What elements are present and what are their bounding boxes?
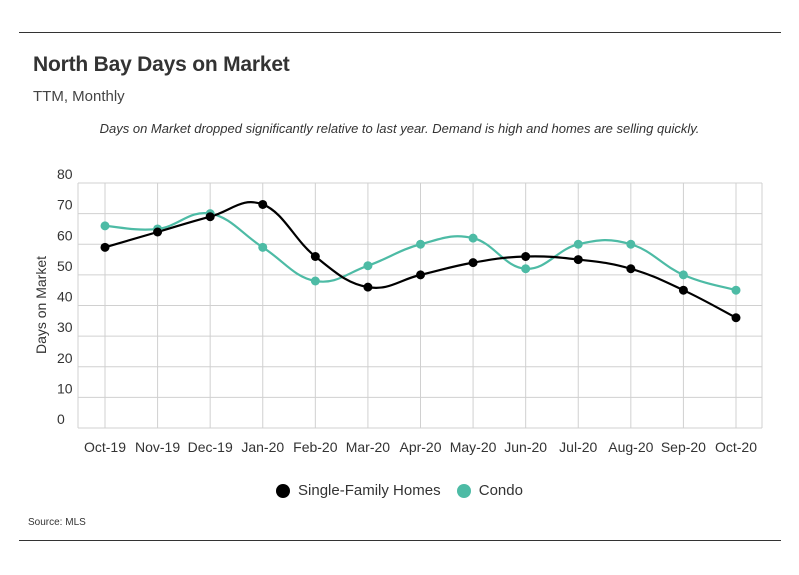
- legend-swatch-single-family: [276, 483, 291, 498]
- y-axis-ticks: 0 10 20 30 40 50 60 70 80: [57, 166, 73, 427]
- top-rule: [19, 32, 781, 33]
- legend-label-single-family: Single-Family Homes: [298, 482, 441, 499]
- x-tick-label: Jan-20: [241, 439, 284, 455]
- series-group: [100, 199, 741, 323]
- series-1-point: [310, 276, 320, 286]
- series-0-point: [258, 199, 268, 209]
- series-1-point: [573, 239, 583, 249]
- y-tick-label: 40: [57, 289, 73, 305]
- series-0-point: [573, 255, 583, 265]
- y-tick-label: 20: [57, 350, 73, 366]
- legend-label-condo: Condo: [478, 482, 523, 499]
- series-0-point: [731, 313, 741, 323]
- y-tick-label: 60: [57, 227, 73, 243]
- series-0-point: [626, 264, 636, 274]
- chart-subtitle: TTM, Monthly: [33, 88, 125, 105]
- legend: Single-Family Homes Condo: [0, 482, 799, 502]
- series-1-point: [363, 261, 373, 271]
- x-tick-label: Apr-20: [399, 439, 441, 455]
- legend-item-single-family: Single-Family Homes: [276, 482, 441, 499]
- series-1-point: [258, 242, 268, 252]
- series-1-point: [626, 239, 636, 249]
- y-axis-label: Days on Market: [33, 256, 49, 354]
- series-1-point: [678, 270, 688, 280]
- x-tick-label: Oct-20: [715, 439, 757, 455]
- series-0-point: [678, 285, 688, 295]
- series-0-point: [363, 282, 373, 292]
- chart-annotation: Days on Market dropped significantly rel…: [99, 121, 700, 136]
- y-tick-label: 30: [57, 319, 73, 335]
- series-1-point: [521, 264, 531, 274]
- series-1-point: [468, 233, 478, 243]
- series-0-point: [416, 270, 425, 280]
- series-1-point: [100, 221, 110, 231]
- x-tick-label: Dec-19: [188, 439, 233, 455]
- x-tick-label: Feb-20: [293, 439, 338, 455]
- y-tick-label: 50: [57, 258, 73, 274]
- x-tick-label: Nov-19: [135, 439, 180, 455]
- y-tick-label: 0: [57, 411, 65, 427]
- x-tick-label: May-20: [450, 439, 497, 455]
- series-0-point: [100, 242, 110, 252]
- series-0-point: [153, 227, 163, 237]
- series-0-point: [521, 252, 531, 261]
- legend-swatch-condo: [456, 483, 471, 498]
- series-1-point: [416, 239, 425, 249]
- y-tick-label: 80: [57, 166, 73, 182]
- series-0-point: [310, 252, 320, 261]
- series-0-point: [205, 212, 215, 222]
- x-tick-label: Sep-20: [661, 439, 706, 455]
- series-1-point: [731, 285, 741, 295]
- chart-title: North Bay Days on Market: [33, 53, 290, 76]
- x-tick-label: Aug-20: [608, 439, 653, 455]
- source-note: Source: MLS: [28, 517, 86, 528]
- x-tick-label: Jul-20: [559, 439, 597, 455]
- x-tick-label: Oct-19: [84, 439, 126, 455]
- x-axis-ticks: Oct-19 Nov-19 Dec-19 Jan-20 Feb-20 Mar-20 Apr-…: [84, 439, 757, 455]
- y-tick-label: 10: [57, 380, 73, 396]
- x-tick-label: Jun-20: [504, 439, 547, 455]
- y-tick-label: 70: [57, 197, 73, 213]
- x-tick-label: Mar-20: [346, 439, 391, 455]
- series-0-point: [468, 258, 478, 268]
- legend-item-condo: Condo: [456, 482, 523, 499]
- bottom-rule: [19, 540, 781, 541]
